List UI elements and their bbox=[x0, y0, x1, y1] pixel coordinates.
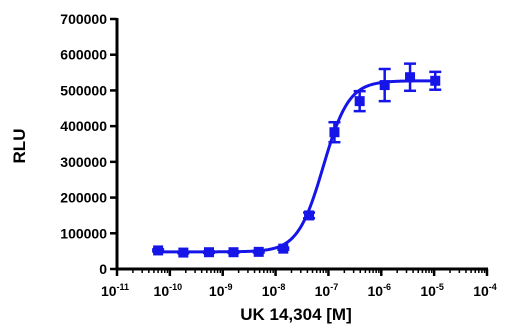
data-point bbox=[430, 75, 441, 86]
x-tick-label: 10-4 bbox=[473, 282, 497, 299]
data-point bbox=[278, 243, 289, 254]
data-point bbox=[379, 80, 390, 91]
y-tick-label: 500000 bbox=[60, 82, 107, 98]
x-axis-title: UK 14,304 [M] bbox=[240, 305, 351, 324]
y-axis: 0 100000 200000 300000 400000 500000 600000 700… bbox=[60, 11, 119, 277]
data-point bbox=[354, 96, 365, 107]
data-point bbox=[178, 247, 189, 258]
data-point bbox=[405, 72, 416, 83]
x-tick-label: 10-7 bbox=[315, 282, 339, 299]
data-point bbox=[203, 247, 214, 258]
y-tick-label: 600000 bbox=[60, 47, 107, 63]
fit-curve bbox=[158, 79, 436, 254]
x-tick-label: 10-6 bbox=[367, 282, 391, 299]
y-tick-label: 400000 bbox=[60, 118, 107, 134]
x-axis: 10-11 10-10 10-9 10-8 10-7 10-6 10-5 10-4 bbox=[101, 267, 497, 299]
x-tick-label: 10-9 bbox=[209, 282, 233, 299]
x-tick-label: 10-8 bbox=[262, 282, 286, 299]
x-tick-label: 10-11 bbox=[101, 282, 129, 299]
data-point bbox=[228, 247, 239, 258]
data-point bbox=[153, 245, 164, 256]
data-point bbox=[304, 210, 315, 221]
x-tick-label: 10-10 bbox=[154, 282, 183, 299]
data-points-group bbox=[152, 62, 442, 258]
y-axis-title: RLU bbox=[10, 129, 29, 164]
x-tick-label: 10-5 bbox=[420, 282, 444, 299]
fit-curve-group bbox=[158, 79, 436, 254]
y-tick-label: 0 bbox=[99, 261, 107, 277]
data-point bbox=[253, 246, 264, 257]
y-tick-label: 100000 bbox=[60, 225, 107, 241]
y-tick-label: 700000 bbox=[60, 11, 107, 27]
y-tick-label: 300000 bbox=[60, 154, 107, 170]
y-tick-label: 200000 bbox=[60, 190, 107, 206]
data-point bbox=[329, 127, 340, 138]
